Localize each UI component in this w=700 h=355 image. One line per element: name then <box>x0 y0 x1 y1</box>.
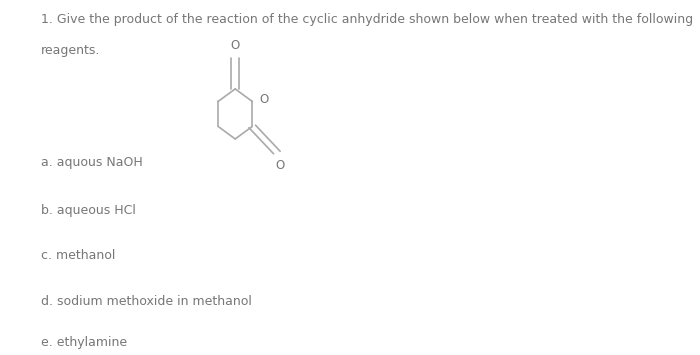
Text: 1. Give the product of the reaction of the cyclic anhydride shown below when tre: 1. Give the product of the reaction of t… <box>41 13 693 26</box>
Text: a. aquous NaOH: a. aquous NaOH <box>41 155 143 169</box>
Text: d. sodium methoxide in methanol: d. sodium methoxide in methanol <box>41 295 252 307</box>
Text: c. methanol: c. methanol <box>41 250 116 262</box>
Text: O: O <box>260 93 269 106</box>
Text: b. aqueous HCl: b. aqueous HCl <box>41 204 136 217</box>
Text: O: O <box>275 159 284 172</box>
Text: O: O <box>230 39 240 53</box>
Text: reagents.: reagents. <box>41 44 100 58</box>
Text: e. ethylamine: e. ethylamine <box>41 336 127 349</box>
